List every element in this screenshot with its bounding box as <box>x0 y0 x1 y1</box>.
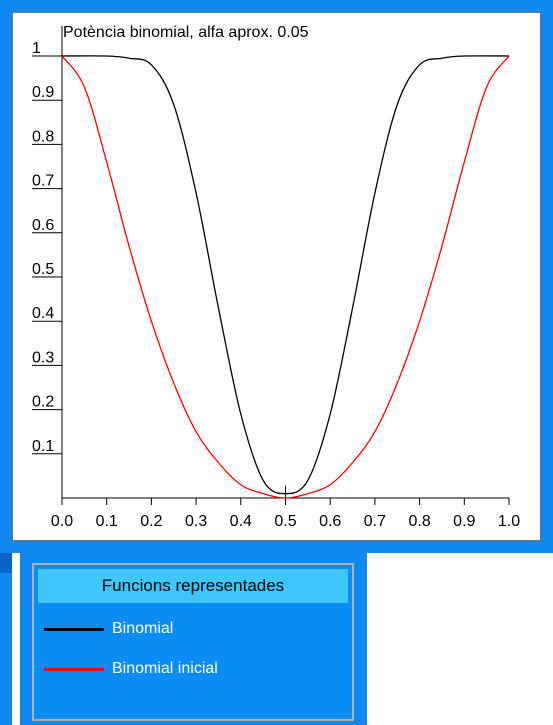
y-tick-label: 0.8 <box>32 128 54 145</box>
x-tick-label: 0.1 <box>96 513 118 530</box>
x-tick-label: 0.0 <box>51 513 73 530</box>
left-panel-header-edge <box>0 553 12 573</box>
legend-item-binomial-inicial[interactable]: Binomial inicial <box>44 657 218 681</box>
legend-item-binomial[interactable]: Binomial <box>44 617 173 641</box>
y-tick-label: 0.6 <box>32 217 54 234</box>
series-line-binomial-inicial <box>61 55 510 499</box>
chart-title: Potència binomial, alfa aprox. 0.05 <box>63 24 309 41</box>
x-tick-label: 0.4 <box>230 513 252 530</box>
x-tick-label: 0.3 <box>185 513 207 530</box>
y-tick-label: 0.9 <box>32 84 54 101</box>
y-tick-label: 0.5 <box>32 261 54 278</box>
y-axis-ticks: 0.1 0.2 0.3 0.4 0.5 0.6 0.7 0.8 0.9 1 <box>32 40 62 455</box>
x-tick-label: 1.0 <box>498 513 520 530</box>
plot-area: Potència binomial, alfa aprox. 0.05 0.0 0… <box>32 24 520 530</box>
axes <box>61 26 509 499</box>
legend-label-binomial: Binomial <box>112 620 174 637</box>
y-tick-label: 1 <box>32 40 41 57</box>
y-tick-label: 0.2 <box>32 394 54 411</box>
x-tick-label: 0.7 <box>364 513 386 530</box>
x-tick-label: 0.5 <box>274 513 296 530</box>
y-tick-label: 0.1 <box>32 438 54 455</box>
legend-label-binomial-inicial: Binomial inicial <box>112 660 218 677</box>
legend-swatch-binomial-inicial <box>44 667 104 671</box>
series-line-binomial <box>61 55 510 495</box>
legend-panel: Funcions representades Binomial Binomial… <box>32 563 354 721</box>
y-tick-label: 0.7 <box>32 173 54 190</box>
x-tick-label: 0.9 <box>453 513 475 530</box>
x-tick-label: 0.2 <box>140 513 162 530</box>
plot-panel: Potència binomial, alfa aprox. 0.05 0.0 0… <box>12 12 541 541</box>
legend-swatch-binomial <box>44 627 104 631</box>
legend-frame: Funcions representades Binomial Binomial… <box>20 553 367 725</box>
chart-frame: Potència binomial, alfa aprox. 0.05 0.0 0… <box>0 0 553 553</box>
y-tick-label: 0.4 <box>32 305 54 322</box>
left-panel-edge <box>0 553 12 725</box>
series-layer <box>61 55 510 502</box>
x-tick-label: 0.8 <box>408 513 430 530</box>
legend-title: Funcions representades <box>38 569 348 603</box>
y-tick-label: 0.3 <box>32 349 54 366</box>
x-tick-label: 0.6 <box>319 513 341 530</box>
x-axis-ticks: 0.0 0.1 0.2 0.3 0.4 0.5 0.6 0.7 0.8 0.9 1.0 <box>51 498 520 530</box>
